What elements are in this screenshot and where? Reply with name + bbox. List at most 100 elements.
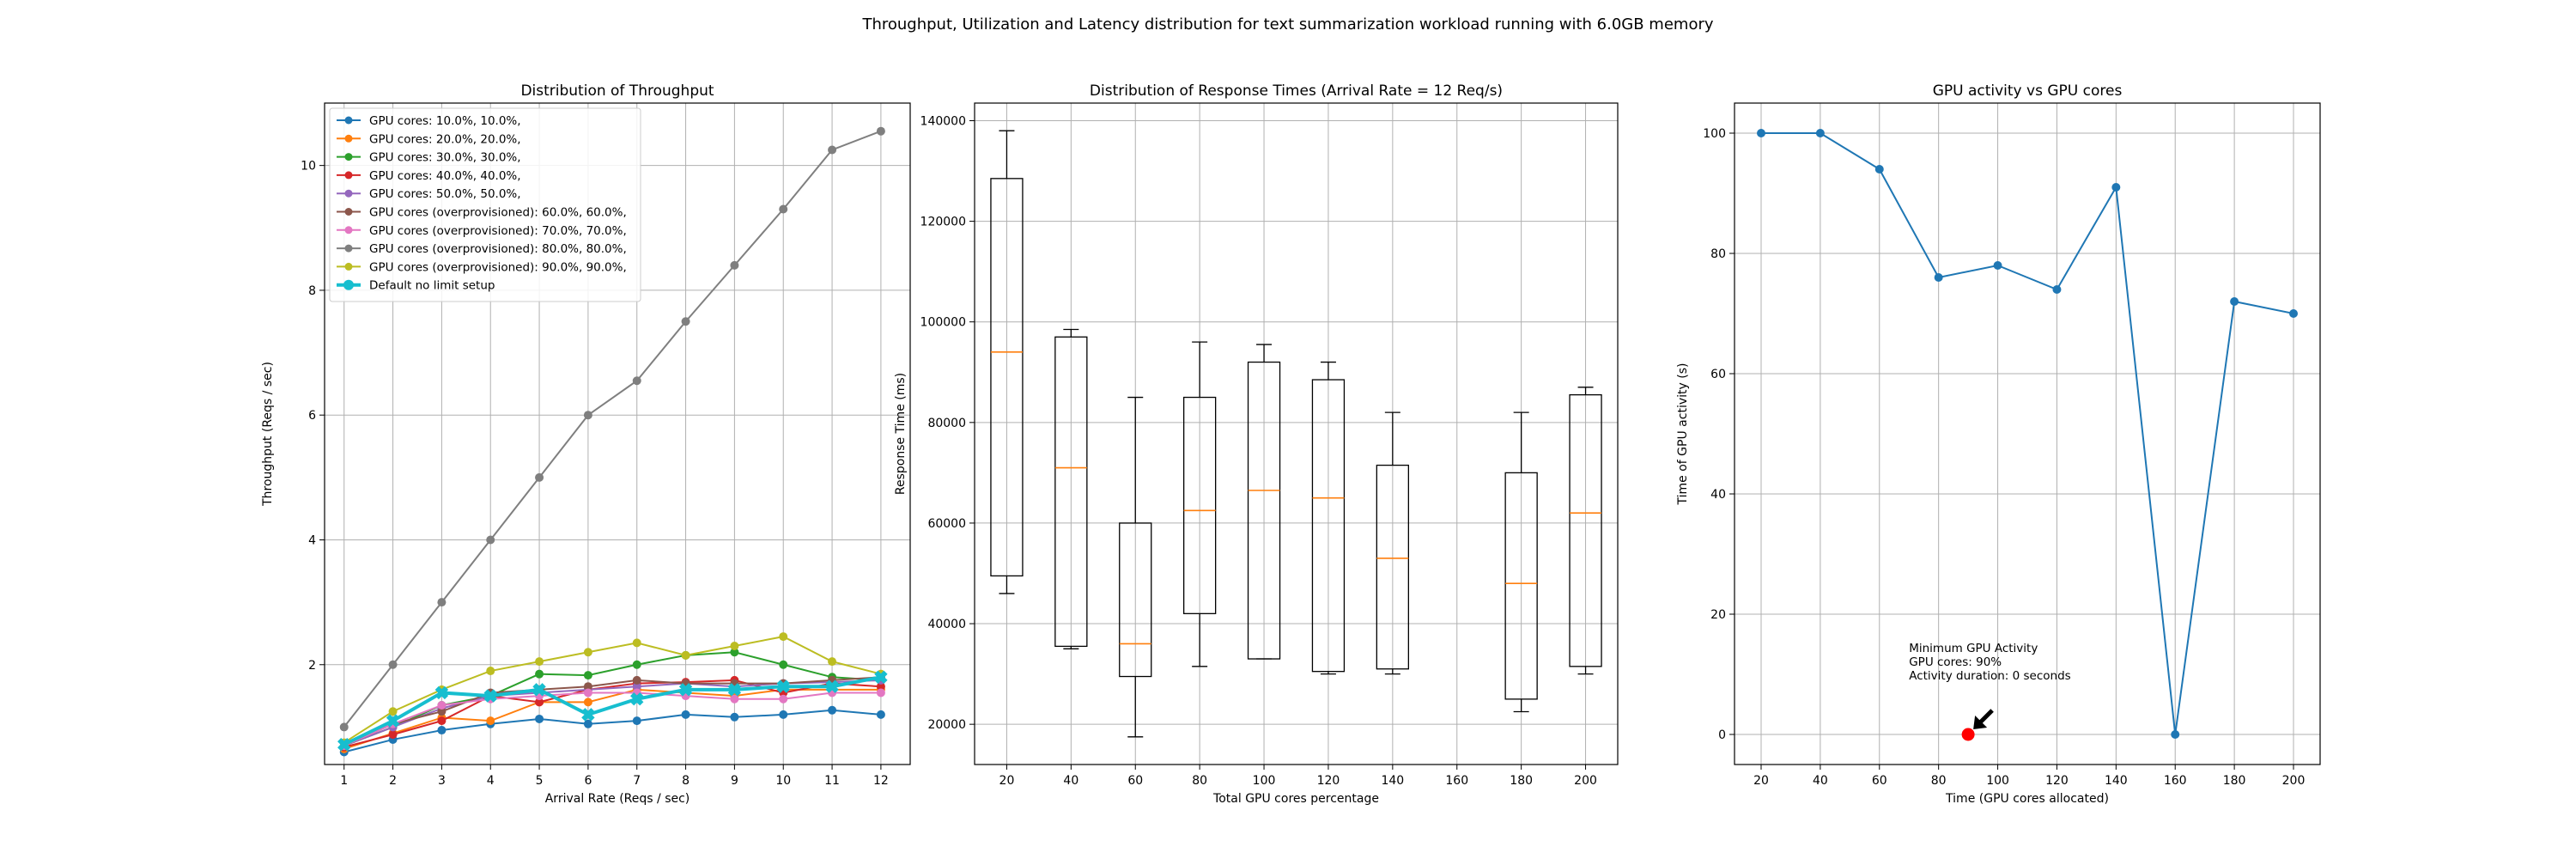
legend-label: GPU cores (overprovisioned): 70.0%, 70.0… — [369, 224, 627, 238]
throughput-point — [583, 719, 592, 728]
throughput-chart: Distribution of Throughput Arrival Rate (… — [261, 82, 911, 806]
gpu-activity-point — [2111, 183, 2121, 192]
box-iqr — [1119, 522, 1152, 678]
response-y-tick-label: 20000 — [927, 718, 966, 732]
gpu-activity-x-tick-label: 160 — [2164, 774, 2187, 788]
throughput-point — [828, 657, 837, 667]
gpu-activity-point — [1874, 165, 1884, 174]
gpu-activity-title: GPU activity vs GPU cores — [1933, 82, 2123, 100]
response-x-tick-label: 40 — [1063, 774, 1078, 788]
response-time-chart: Distribution of Response Times (Arrival … — [894, 82, 1619, 806]
legend-label: GPU cores: 40.0%, 40.0%, — [369, 169, 521, 183]
throughput-point — [828, 705, 837, 715]
legend-label: GPU cores (overprovisioned): 80.0%, 80.0… — [369, 242, 627, 256]
throughput-point — [388, 707, 398, 716]
throughput-series-line — [343, 679, 881, 748]
throughput-point — [632, 660, 641, 669]
throughput-point — [630, 692, 644, 706]
gpu-activity-x-tick-label: 140 — [2105, 774, 2128, 788]
throughput-point — [876, 688, 885, 698]
throughput-point — [583, 411, 592, 420]
throughput-point — [828, 145, 837, 155]
throughput-point — [388, 660, 398, 669]
gpu-activity-x-axis-label: Time (GPU cores allocated) — [1945, 792, 2109, 806]
response-x-tick-label: 20 — [999, 774, 1015, 788]
throughput-point — [779, 710, 788, 719]
legend-label: GPU cores (overprovisioned): 90.0%, 90.0… — [369, 260, 627, 274]
throughput-point — [437, 700, 447, 710]
throughput-point — [779, 694, 788, 704]
response-y-tick-label: 100000 — [920, 316, 966, 330]
legend-label: GPU cores: 50.0%, 50.0%, — [369, 187, 521, 201]
throughput-point — [337, 738, 351, 752]
response-x-tick-label: 80 — [1192, 774, 1207, 788]
throughput-series-line — [343, 676, 881, 747]
throughput-point — [583, 671, 592, 680]
gpu-activity-y-tick-label: 40 — [1710, 488, 1726, 502]
response-axes-frame — [974, 102, 1619, 765]
throughput-x-tick-label: 10 — [775, 774, 791, 788]
gpu-activity-y-tick-label: 100 — [1703, 127, 1726, 141]
throughput-point — [483, 689, 497, 703]
throughput-point — [730, 260, 739, 270]
annotation-text: Activity duration: 0 seconds — [1909, 669, 2071, 683]
throughput-series-line — [343, 675, 882, 746]
throughput-x-tick-label: 11 — [824, 774, 840, 788]
legend-swatch-marker — [344, 226, 353, 235]
throughput-x-tick-label: 8 — [682, 774, 690, 788]
gpu-activity-point — [2289, 309, 2298, 318]
throughput-series-line — [343, 688, 881, 750]
throughput-y-tick-label: 2 — [308, 659, 316, 673]
response-x-axis-label: Total GPU cores percentage — [1212, 792, 1379, 806]
throughput-point — [583, 682, 592, 691]
throughput-point — [632, 682, 641, 691]
throughput-point — [632, 716, 641, 726]
throughput-point — [437, 716, 447, 726]
throughput-point — [876, 126, 885, 136]
throughput-x-tick-label: 5 — [536, 774, 544, 788]
throughput-point — [437, 707, 447, 716]
throughput-point — [678, 683, 693, 697]
throughput-point — [386, 714, 400, 728]
throughput-point — [583, 688, 592, 698]
response-plot-area — [975, 103, 1618, 765]
gpu-activity-x-tick-label: 120 — [2045, 774, 2069, 788]
throughput-point — [437, 598, 447, 607]
legend-swatch-marker — [343, 279, 354, 290]
box-iqr — [1504, 472, 1538, 700]
box-iqr — [1569, 393, 1602, 667]
throughput-point — [876, 710, 885, 719]
throughput-point — [779, 632, 788, 642]
gpu-activity-y-tick-label: 0 — [1718, 728, 1726, 742]
throughput-point — [583, 648, 592, 657]
throughput-point — [825, 679, 839, 693]
throughput-axes-frame — [324, 102, 911, 765]
legend-swatch-marker — [344, 116, 353, 125]
throughput-point — [535, 472, 544, 482]
gpu-activity-chart: GPU activity vs GPU cores Time (GPU cores… — [1676, 82, 2321, 806]
figure-title: Throughput, Utilization and Latency dist… — [862, 15, 1714, 34]
throughput-x-tick-label: 9 — [731, 774, 738, 788]
response-x-tick-label: 180 — [1510, 774, 1533, 788]
legend-label: GPU cores (overprovisioned): 60.0%, 60.0… — [369, 206, 627, 220]
legend-label: GPU cores: 10.0%, 10.0%, — [369, 114, 521, 128]
throughput-point — [776, 679, 790, 693]
throughput-point — [632, 675, 641, 685]
throughput-point — [727, 683, 742, 697]
annotation-text: Minimum GPU Activity — [1909, 642, 2038, 655]
throughput-point — [339, 722, 349, 732]
throughput-point — [730, 694, 739, 704]
gpu-activity-x-tick-label: 180 — [2223, 774, 2246, 788]
minimum-activity-point — [1961, 728, 1975, 741]
gpu-activity-x-tick-label: 60 — [1872, 774, 1887, 788]
legend-label: GPU cores: 20.0%, 20.0%, — [369, 132, 521, 146]
throughput-x-tick-label: 7 — [633, 774, 641, 788]
throughput-x-tick-label: 1 — [340, 774, 348, 788]
throughput-point — [583, 698, 592, 707]
response-y-tick-label: 140000 — [920, 114, 966, 128]
throughput-point — [532, 683, 546, 697]
gpu-activity-y-tick-label: 20 — [1710, 608, 1726, 622]
throughput-y-axis-label: Throughput (Reqs / sec) — [261, 362, 275, 507]
gpu-activity-x-tick-label: 40 — [1813, 774, 1828, 788]
throughput-point — [681, 317, 690, 326]
